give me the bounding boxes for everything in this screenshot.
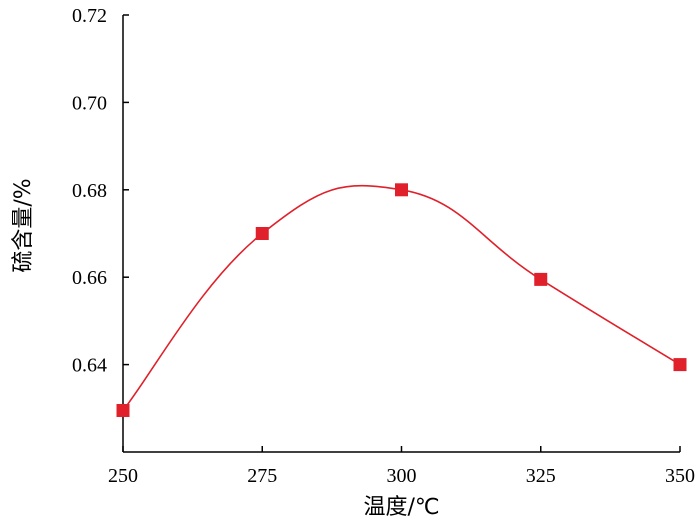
y-tick-label: 0.64 [72,355,107,377]
y-tick-label: 0.70 [72,92,107,114]
y-tick-label: 0.66 [72,267,107,289]
plot-area: 0.64 0.66 0.68 0.70 0.72 250 275 300 325 350 [72,5,695,487]
data-point-marker [395,183,408,197]
x-tick-label: 325 [526,465,556,487]
x-axis-title: 温度/℃ [363,495,439,520]
x-tick-label: 350 [665,465,695,487]
data-point-marker [673,358,687,372]
series-line [122,184,681,411]
data-point-marker [255,227,269,240]
y-tick-label: 0.68 [72,180,107,202]
y-axis-title: 硫含量/% [11,178,36,272]
x-tick-label: 250 [108,465,138,487]
x-tick-label: 275 [247,465,277,487]
x-tick-label: 300 [387,465,417,487]
y-tick-label: 0.72 [72,5,107,27]
data-point-marker [534,272,548,286]
data-point-marker [116,403,130,417]
